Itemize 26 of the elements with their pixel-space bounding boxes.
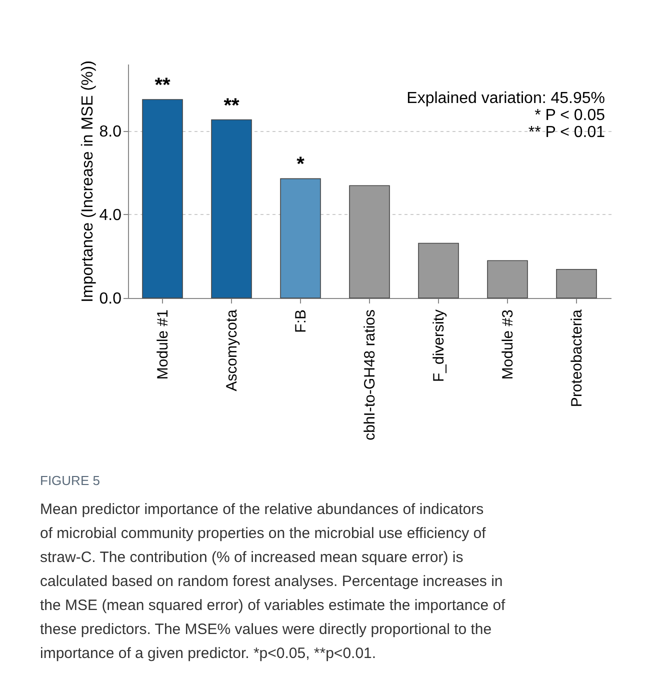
bar	[487, 260, 528, 298]
bar	[418, 242, 459, 298]
x-tick-label: Module #1	[154, 310, 172, 380]
x-tick-label: Module #3	[500, 310, 516, 380]
y-tick-label: 8.0	[99, 123, 122, 140]
y-tick-label: 0.0	[99, 290, 122, 308]
y-axis-title: Importance (Increase in MSE (%))	[79, 60, 96, 302]
x-tick-label: Ascomycota	[224, 308, 240, 392]
bar	[280, 178, 321, 298]
x-tick-label: F:B	[292, 310, 310, 333]
annotation: * P < 0.05	[534, 107, 606, 124]
bar	[142, 99, 183, 298]
annotation: **	[224, 94, 240, 117]
bar	[211, 119, 252, 298]
bar	[349, 185, 390, 298]
x-tick-label: F_diversity	[430, 309, 448, 382]
text: Mean predictor importance of the relative abundances of indicators of microbial community properties on the microbial use efficiency of straw-C. The contribution (% of increased mean square error) is calculated based on random forest analyses. Percentage increases in the MSE (mean squared error) of variables estimate the importance of these predictors. The MSE% values were directly proportional to the importance of a given predictor. *p<0.05, **p<0.01.	[40, 501, 506, 662]
caption: FIGURE 5	[40, 473, 100, 488]
annotation: Explained variation: 45.95%	[406, 90, 605, 107]
x-tick-label: cbhI-to-GH48 ratios	[362, 310, 378, 440]
annotation: **	[154, 74, 170, 97]
annotation: *	[296, 154, 305, 176]
bar	[556, 268, 597, 298]
y-tick-label: 4.0	[99, 206, 122, 224]
annotation: ** P < 0.01	[528, 124, 606, 141]
x-tick-label: Proteobacteria	[568, 308, 586, 408]
